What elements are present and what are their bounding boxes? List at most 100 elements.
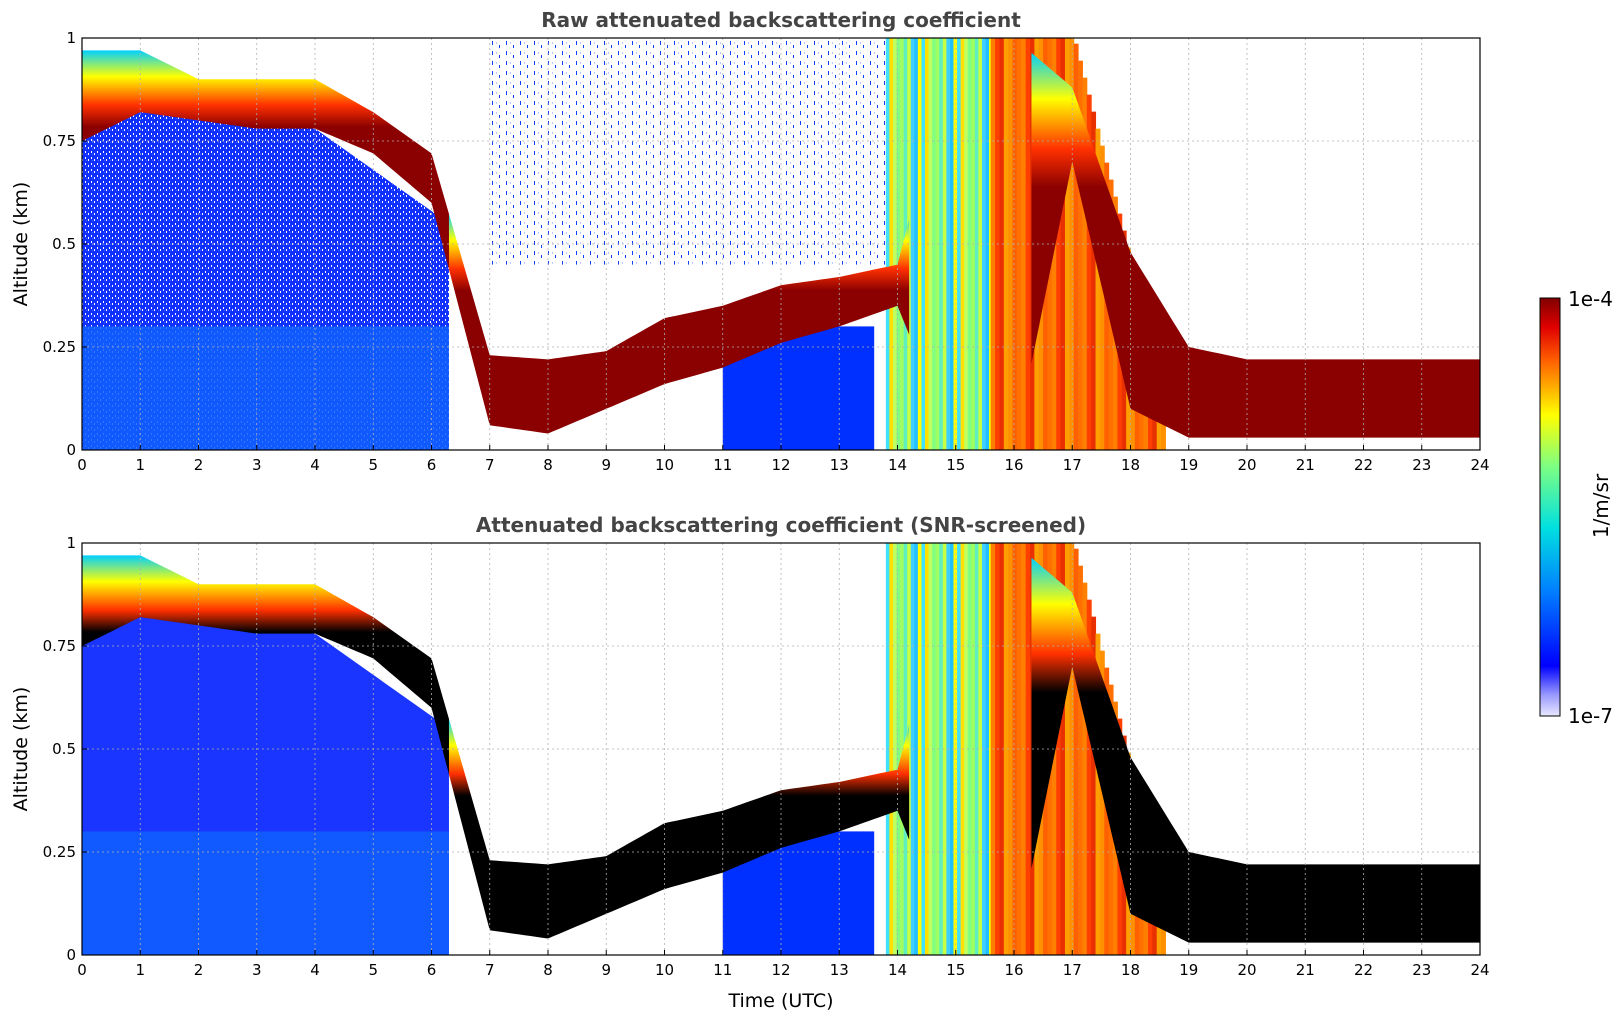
- precip-stripe: [1008, 543, 1014, 955]
- x-tick-label: 21: [1296, 961, 1315, 979]
- cloud-layer-band: [1031, 557, 1480, 943]
- x-tick-label: 18: [1121, 961, 1140, 979]
- x-tick-label: 11: [713, 456, 732, 474]
- cloud-layer-band: [82, 50, 449, 270]
- x-tick-label: 10: [655, 961, 674, 979]
- rain-column-stripe: [978, 38, 983, 450]
- precip-stripe: [1095, 633, 1101, 955]
- precip-stripe: [1099, 650, 1105, 955]
- x-tick-label: 12: [771, 961, 790, 979]
- x-tick-label: 5: [368, 961, 378, 979]
- rain-column-stripe: [978, 543, 983, 955]
- precip-stripe: [1091, 616, 1097, 955]
- rain-column-stripe: [917, 543, 922, 955]
- precip-stripe: [1078, 60, 1083, 450]
- colorbar: 1e-4 1e-7 1/m/sr: [1539, 287, 1613, 728]
- x-tick-label: 24: [1470, 961, 1489, 979]
- rain-column-stripe: [967, 543, 972, 955]
- rain-column-stripe: [889, 543, 894, 955]
- rain-column-stripe: [889, 38, 894, 450]
- colorbar-max-label: 1e-4: [1568, 287, 1613, 311]
- y-tick-label: 0.75: [43, 132, 76, 150]
- rain-column-stripe: [942, 543, 947, 955]
- x-tick-label: 7: [485, 961, 495, 979]
- panel-1: 0 1 2 3 4 5 6 7 8 9 10 11 12 13 14 15 16 17 18 19 20 21 22 23 24…: [10, 8, 1490, 474]
- precip-stripe: [1012, 543, 1018, 955]
- x-tick-label: 18: [1121, 456, 1140, 474]
- precip-stripe: [1073, 43, 1079, 450]
- x-tick-label: 0: [77, 456, 87, 474]
- x-tick-label: 19: [1179, 961, 1198, 979]
- precip-stripe: [1008, 38, 1014, 450]
- x-tick-label: 15: [946, 961, 965, 979]
- x-tick-label: 5: [368, 456, 378, 474]
- rain-column-stripe: [939, 543, 944, 955]
- x-tick-label: 2: [194, 961, 204, 979]
- rain-column-stripe: [964, 38, 969, 450]
- precip-stripe: [1069, 38, 1075, 450]
- x-tick-label: 8: [543, 961, 553, 979]
- x-tick-label: 8: [543, 456, 553, 474]
- x-tick-label: 24: [1470, 456, 1489, 474]
- precip-stripe: [1078, 565, 1083, 955]
- precip-stripe: [1073, 548, 1079, 955]
- precip-stripe: [1086, 599, 1092, 955]
- x-tick-label: 14: [888, 456, 907, 474]
- x-tick-label: 6: [427, 961, 437, 979]
- x-tick-label: 15: [946, 456, 965, 474]
- x-tick-label: 13: [830, 961, 849, 979]
- x-tick-label: 14: [888, 961, 907, 979]
- y-tick-label: 1: [66, 534, 76, 552]
- x-tick-label: 17: [1063, 961, 1082, 979]
- rain-column-stripe: [939, 38, 944, 450]
- precip-stripe: [1082, 582, 1088, 955]
- x-tick-label: 3: [252, 456, 262, 474]
- colorbar-unit-label: 1/m/sr: [1589, 473, 1613, 538]
- y-tick-label: 1: [66, 29, 76, 47]
- precip-stripe: [1099, 145, 1105, 450]
- rain-column-stripe: [957, 543, 962, 955]
- precip-stripe: [1069, 543, 1075, 955]
- y-axis-label: Altitude (km): [10, 687, 32, 812]
- precip-stripe: [1012, 38, 1018, 450]
- rain-column-stripe: [942, 38, 947, 450]
- precip-stripe: [1082, 77, 1088, 450]
- precip-stripe: [1086, 94, 1092, 450]
- panel-title: Attenuated backscattering coefficient (S…: [476, 513, 1086, 537]
- x-tick-label: 17: [1063, 456, 1082, 474]
- rain-column-stripe: [914, 38, 919, 450]
- x-tick-label: 22: [1354, 456, 1373, 474]
- rain-column-stripe: [928, 38, 933, 450]
- rain-column-stripe: [907, 543, 912, 955]
- rain-column-stripe: [949, 38, 954, 450]
- boundary-layer-region: [82, 326, 449, 450]
- x-tick-label: 23: [1412, 961, 1431, 979]
- precip-stripe: [1095, 128, 1101, 450]
- x-tick-label: 10: [655, 456, 674, 474]
- precip-stripe: [1003, 543, 1009, 955]
- x-tick-label: 11: [713, 961, 732, 979]
- x-tick-label: 16: [1004, 961, 1023, 979]
- rain-column-stripe: [928, 543, 933, 955]
- cloud-layer-band: [448, 718, 910, 939]
- precip-stripe: [1016, 38, 1022, 450]
- x-tick-label: 13: [830, 456, 849, 474]
- x-tick-label: 1: [135, 456, 145, 474]
- x-tick-label: 23: [1412, 456, 1431, 474]
- precip-stripe: [999, 38, 1005, 450]
- precip-stripe: [1016, 543, 1022, 955]
- x-tick-label: 20: [1237, 456, 1256, 474]
- x-tick-label: 20: [1237, 961, 1256, 979]
- rain-column-stripe: [957, 38, 962, 450]
- x-tick-label: 1: [135, 961, 145, 979]
- rain-column-stripe: [914, 543, 919, 955]
- x-tick-label: 6: [427, 456, 437, 474]
- cloud-layer-band: [82, 555, 449, 775]
- y-tick-label: 0.25: [43, 843, 76, 861]
- x-axis-label: Time (UTC): [727, 990, 833, 1012]
- x-tick-label: 2: [194, 456, 204, 474]
- boundary-layer-region: [82, 831, 449, 955]
- y-tick-label: 0: [66, 441, 76, 459]
- x-tick-label: 4: [310, 456, 320, 474]
- rain-column-stripe: [974, 38, 979, 450]
